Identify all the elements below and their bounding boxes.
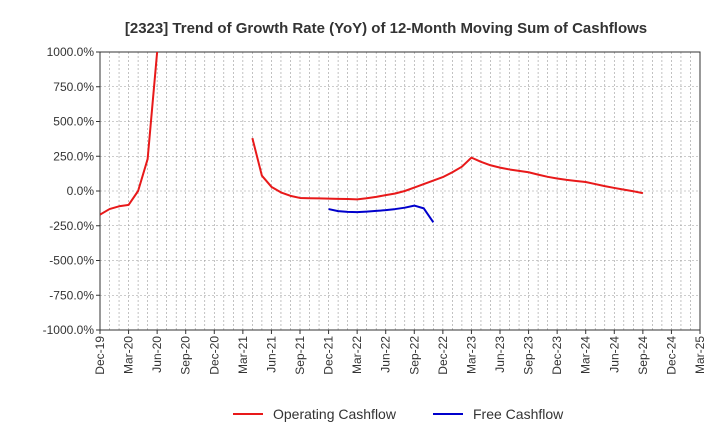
grid-lines [100,51,700,331]
x-tick-label: Dec-20 [207,336,221,375]
x-tick-label: Dec-19 [93,336,107,375]
y-tick-label: -750.0% [49,288,94,302]
x-tick-label: Jun-24 [607,336,621,373]
y-tick-label: -500.0% [49,254,94,268]
y-tick-label: 250.0% [53,149,94,163]
x-tick-label: Dec-24 [664,336,678,375]
series-lines [100,52,644,223]
x-tick-label: Sep-20 [179,336,193,375]
y-tick-label: 0.0% [67,184,95,198]
x-tick-label: Jun-22 [379,336,393,373]
x-axis-ticks: Dec-19 Mar-20 Jun-20 Sep-20 Dec-20 Mar-21 Jun-… [93,330,707,375]
chart-title: [2323] Trend of Growth Rate (YoY) of 12-… [125,20,647,37]
x-tick-label: Dec-23 [550,336,564,375]
y-tick-label: 750.0% [53,80,94,94]
series-line-operating-cashflow [100,52,159,216]
x-tick-label: Mar-23 [464,336,478,374]
series-line-operating-cashflow [251,137,644,201]
x-tick-label: Dec-21 [322,336,336,375]
x-tick-label: Mar-25 [693,336,707,374]
x-tick-label: Jun-21 [264,336,278,373]
x-tick-label: Jun-20 [150,336,164,373]
x-tick-label: Sep-21 [293,336,307,375]
legend: Operating Cashflow Free Cashflow [233,406,564,422]
y-tick-label: 500.0% [53,115,94,129]
x-tick-label: Dec-22 [436,336,450,375]
x-tick-label: Mar-21 [236,336,250,374]
x-tick-label: Sep-23 [522,336,536,375]
x-tick-label: Jun-23 [493,336,507,373]
series-line-free-cashflow [328,204,435,223]
x-tick-label: Sep-24 [636,336,650,375]
y-tick-label: 1000.0% [47,45,95,59]
x-tick-label: Mar-22 [350,336,364,374]
legend-label-free-cashflow: Free Cashflow [473,406,564,422]
y-axis-ticks: 1000.0% 750.0% 500.0% 250.0% 0.0% -250.0% -500… [43,45,100,337]
legend-label-operating-cashflow: Operating Cashflow [273,406,397,422]
x-tick-label: Mar-24 [579,336,593,374]
y-tick-label: -1000.0% [43,323,95,337]
x-tick-label: Sep-22 [407,336,421,375]
y-tick-label: -250.0% [49,219,94,233]
x-tick-label: Mar-20 [122,336,136,374]
